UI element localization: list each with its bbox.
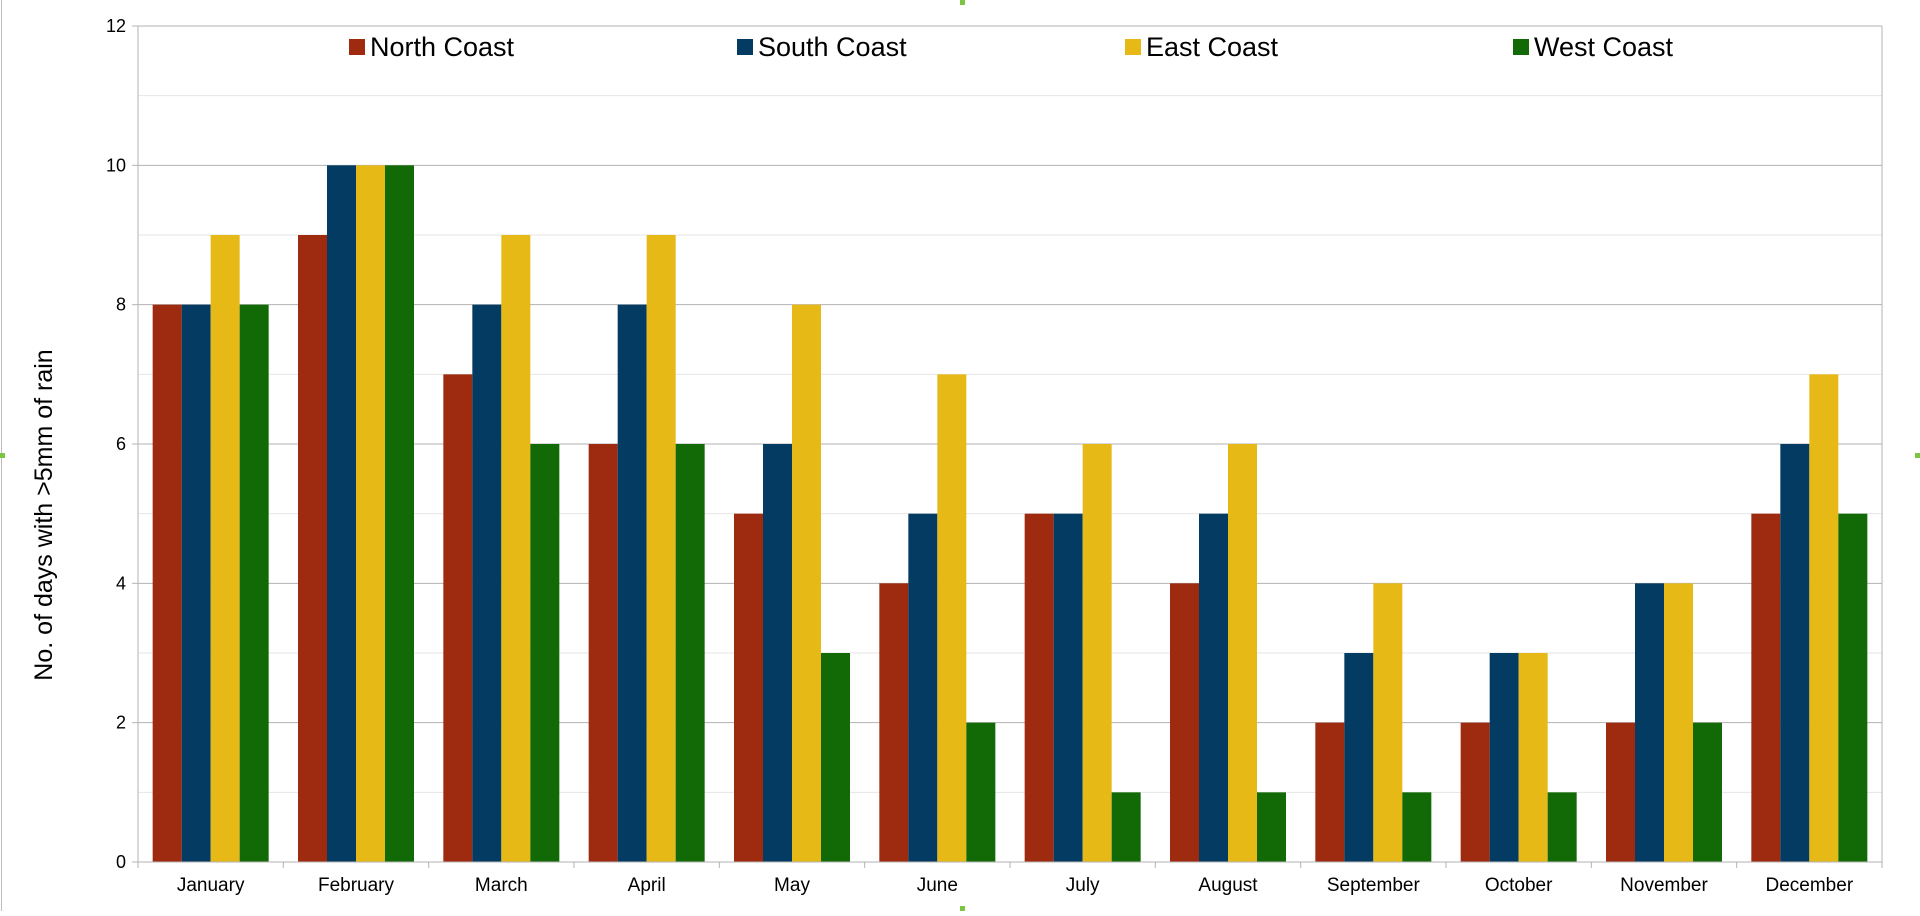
y-tick-label: 6 [116,434,126,454]
legend: North Coast South Coast East Coast West Coa… [349,32,1674,62]
x-tick-label: November [1620,875,1708,896]
bars-layer [152,165,1868,863]
bar-south-coast-june [908,513,938,862]
bar-south-coast-march [472,304,502,863]
selection-handle-bottom [960,906,965,911]
legend-label: South Coast [758,32,907,62]
bar-south-coast-july [1053,513,1083,862]
bar-west-coast-february [385,165,414,863]
bar-east-coast-may [792,304,821,863]
y-tick-label: 10 [106,155,126,175]
bar-south-coast-september [1344,653,1374,862]
bar-east-coast-november [1664,583,1693,862]
bar-north-coast-july [1024,513,1054,862]
bar-east-coast-october [1518,653,1548,862]
bar-west-coast-march [530,444,560,862]
bar-east-coast-september [1373,583,1403,862]
bar-west-coast-september [1402,792,1432,862]
bar-north-coast-february [298,235,327,862]
selection-handle-left [0,453,5,458]
y-tick-label: 4 [116,573,126,593]
bar-south-coast-october [1489,653,1519,862]
bar-north-coast-october [1460,722,1490,862]
bar-north-coast-march [443,374,473,862]
x-tick-label: September [1327,875,1421,896]
legend-swatch [349,39,365,55]
bar-west-coast-july [1111,792,1141,862]
bar-east-coast-february [356,165,385,863]
legend-swatch [1513,39,1529,55]
bar-west-coast-october [1547,792,1577,862]
legend-item-east-coast: East Coast [1125,32,1279,62]
legend-label: West Coast [1534,32,1674,62]
bar-north-coast-june [879,583,909,862]
x-tick-label: July [1066,875,1100,896]
bar-south-coast-february [327,165,356,863]
x-tick-label: August [1198,875,1258,896]
legend-item-north-coast: North Coast [349,32,515,62]
bar-east-coast-march [501,235,531,862]
legend-swatch [1125,39,1141,55]
bar-north-coast-november [1606,722,1635,862]
bar-north-coast-may [734,513,763,862]
bar-west-coast-january [239,304,269,863]
x-tick-label: April [628,875,666,896]
legend-item-west-coast: West Coast [1513,32,1674,62]
bar-north-coast-april [588,444,618,862]
axes-layer: 0 2 4 6 8 10 12 January February March April May Jun… [106,16,1883,896]
x-tick-label: October [1485,875,1553,896]
bar-north-coast-december [1751,513,1781,862]
selection-handle-top [960,0,965,5]
bar-west-coast-december [1838,513,1868,862]
y-axis-title: No. of days with >5mm of rain [30,349,58,680]
bar-south-coast-april [617,304,647,863]
x-tick-label: January [177,875,245,896]
bar-west-coast-june [966,722,996,862]
bar-north-coast-august [1170,583,1199,862]
y-tick-label: 12 [106,16,126,36]
x-tick-label: February [318,875,395,896]
grid-layer [138,25,1882,793]
bar-east-coast-august [1228,444,1257,862]
bar-west-coast-november [1693,722,1722,862]
bar-west-coast-april [675,444,705,862]
y-tick-label: 2 [116,713,126,733]
bar-east-coast-april [646,235,676,862]
legend-label: East Coast [1146,32,1279,62]
bar-south-coast-august [1199,513,1228,862]
x-tick-label: December [1766,875,1854,896]
legend-item-south-coast: South Coast [737,32,907,62]
bar-south-coast-january [181,304,211,863]
selection-handle-right [1915,453,1920,458]
bar-east-coast-december [1809,374,1839,862]
bar-north-coast-september [1315,722,1345,862]
x-tick-label: June [917,875,958,896]
legend-label: North Coast [370,32,515,62]
y-tick-label: 8 [116,295,126,315]
bar-west-coast-august [1257,792,1286,862]
legend-swatch [737,39,753,55]
x-tick-label: May [774,875,810,896]
bar-south-coast-may [763,444,792,862]
bar-north-coast-january [152,304,182,863]
bar-south-coast-december [1780,444,1810,862]
bar-west-coast-may [821,653,850,862]
bar-east-coast-july [1082,444,1112,862]
y-tick-label: 0 [116,852,126,872]
bar-south-coast-november [1635,583,1664,862]
bar-east-coast-january [210,235,240,862]
x-tick-label: March [475,875,528,896]
bar-east-coast-june [937,374,967,862]
